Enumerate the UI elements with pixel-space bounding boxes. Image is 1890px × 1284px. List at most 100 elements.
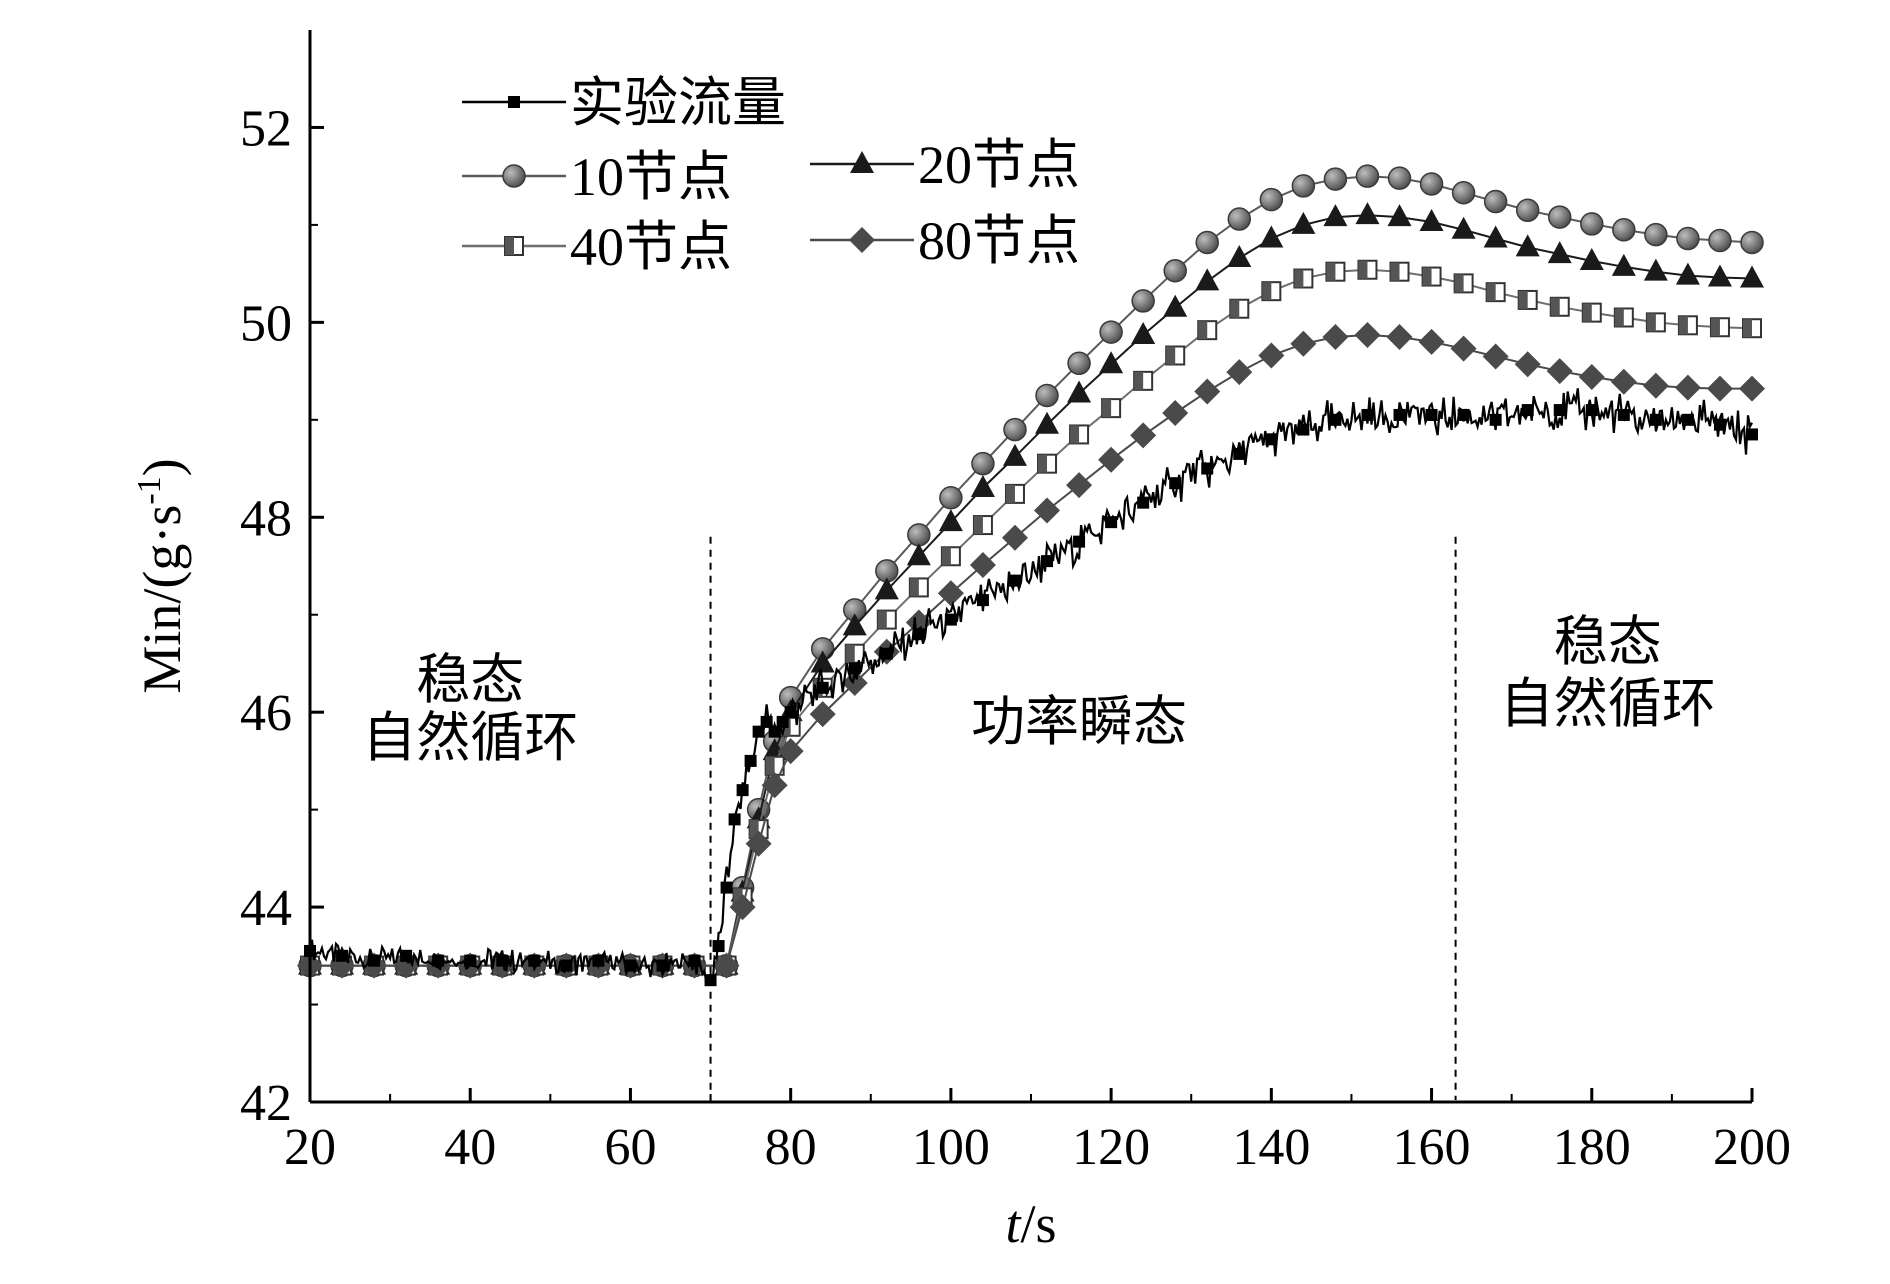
data-point <box>1517 289 1538 310</box>
data-point <box>1457 408 1470 421</box>
data-point <box>1101 398 1122 419</box>
data-point <box>1069 424 1090 445</box>
data-point <box>1169 477 1182 490</box>
data-point <box>970 475 995 498</box>
data-point <box>528 954 541 967</box>
data-point <box>1742 318 1762 339</box>
series-2 <box>298 202 1764 975</box>
y-axis-title-main: Min/(g·s <box>132 505 192 694</box>
marker-half-fill <box>749 820 759 839</box>
data-point <box>1393 408 1406 421</box>
data-point <box>1197 320 1218 341</box>
data-point <box>1611 253 1636 276</box>
data-point <box>1387 166 1412 190</box>
y-axis-title-superscript: -1 <box>131 476 168 504</box>
data-point <box>940 546 961 567</box>
marker-half-fill <box>973 516 983 535</box>
x-axis-title: t/s <box>1005 1194 1056 1254</box>
marker-half-fill <box>1646 313 1656 332</box>
data-point <box>624 959 637 972</box>
data-point <box>1261 281 1282 302</box>
data-point <box>1355 164 1380 188</box>
data-point <box>768 725 781 738</box>
data-point <box>1354 322 1381 349</box>
marker-half-fill <box>733 888 743 907</box>
data-point <box>1521 404 1534 417</box>
x-tick-label: 120 <box>1072 1119 1150 1176</box>
data-point <box>729 894 756 921</box>
x-tick-label: 140 <box>1232 1119 1310 1176</box>
marker-half-fill <box>941 547 951 566</box>
marker-half-fill <box>1422 267 1432 286</box>
data-point <box>1105 516 1118 529</box>
legend-item: 20节点 <box>810 135 1080 195</box>
data-point <box>1226 359 1253 386</box>
data-point <box>1610 368 1637 395</box>
data-point <box>1291 211 1316 234</box>
region-label: 功率瞬态 <box>971 692 1187 752</box>
data-point <box>810 650 835 673</box>
data-point <box>1421 266 1442 287</box>
data-point <box>874 577 899 600</box>
y-tick-label: 44 <box>240 880 292 937</box>
data-point <box>1642 372 1669 399</box>
data-point <box>1649 413 1662 426</box>
data-point <box>939 486 963 510</box>
data-point <box>842 613 867 636</box>
data-point <box>1003 417 1027 442</box>
region-label: 自然循环 <box>362 708 578 768</box>
marker-half-fill <box>1518 290 1528 309</box>
data-point <box>1195 268 1220 291</box>
data-point <box>1227 245 1252 268</box>
data-point <box>1259 225 1284 248</box>
data-point <box>1450 335 1477 362</box>
y-tick-label: 52 <box>240 100 292 157</box>
data-point <box>745 830 772 857</box>
data-point <box>1290 330 1317 357</box>
data-point <box>1201 462 1214 475</box>
series-line <box>310 268 1753 967</box>
data-point <box>464 954 477 967</box>
data-point <box>688 954 701 967</box>
legend-label: 10节点 <box>570 147 732 207</box>
data-point <box>400 949 413 962</box>
data-point <box>1165 345 1186 366</box>
data-point <box>1515 198 1540 223</box>
data-point <box>1355 202 1380 225</box>
data-point <box>1099 320 1123 344</box>
data-point <box>1578 363 1605 390</box>
data-point <box>1227 207 1252 231</box>
data-point <box>809 701 836 728</box>
data-point <box>1322 323 1349 350</box>
data-point <box>1644 222 1668 247</box>
data-point <box>728 813 741 826</box>
series-0 <box>304 388 1758 987</box>
data-point <box>1389 261 1410 282</box>
data-point <box>1739 375 1765 402</box>
x-axis-title-var: t <box>1005 1194 1022 1254</box>
marker-half-fill <box>1230 299 1240 318</box>
data-point <box>1453 273 1474 294</box>
data-point <box>1297 423 1310 436</box>
data-point <box>1706 375 1733 402</box>
data-point <box>1357 259 1378 280</box>
x-tick-label: 180 <box>1553 1119 1631 1176</box>
data-point <box>760 715 773 728</box>
data-point <box>906 543 931 566</box>
y-tick-label: 50 <box>240 295 292 352</box>
series-line <box>308 388 1753 986</box>
data-point <box>1131 322 1156 345</box>
data-point <box>1035 411 1060 434</box>
data-point <box>1585 404 1598 417</box>
data-point <box>1293 268 1314 289</box>
data-point <box>761 772 788 799</box>
data-point <box>1035 383 1059 408</box>
legend-marker <box>508 96 520 108</box>
data-point <box>1579 247 1604 270</box>
data-point <box>1707 264 1732 287</box>
data-point <box>1162 399 1189 426</box>
legend-marker <box>849 227 875 253</box>
data-point <box>972 515 993 536</box>
data-point <box>1546 358 1573 385</box>
